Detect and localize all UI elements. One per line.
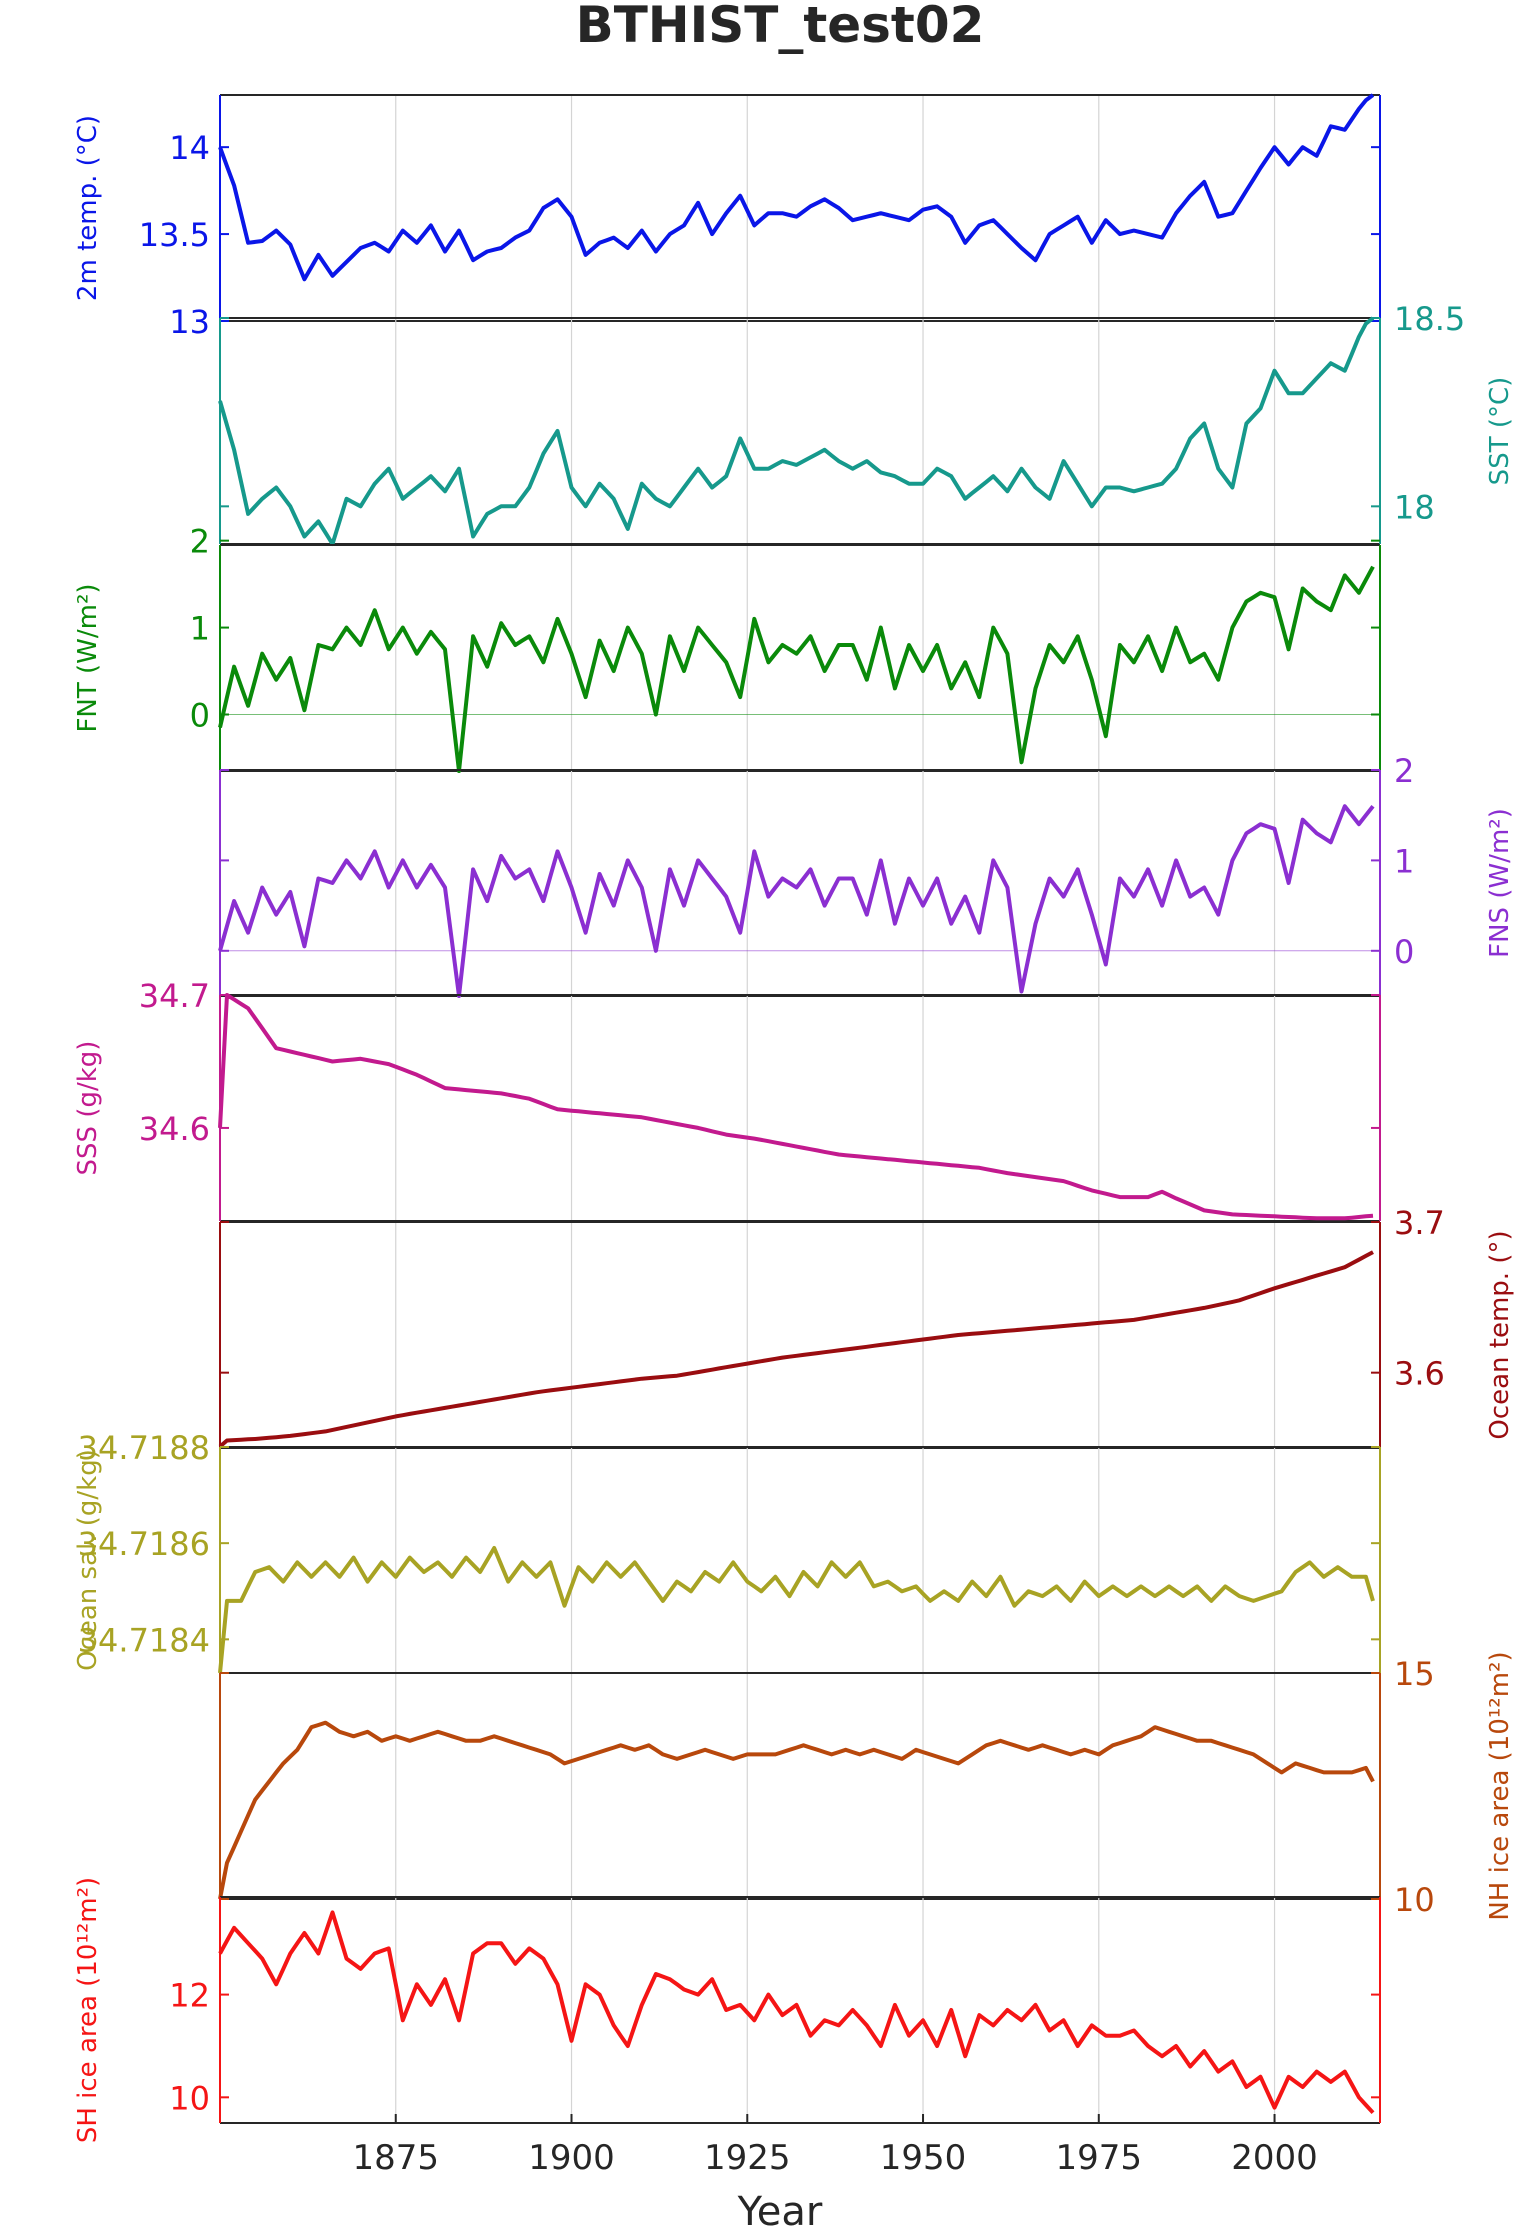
y-axis-label-ocean_sal: Ocean sal. (g/kg) [73,1449,103,1671]
panel-sss: 34.6 34.7 SSS (g/kg) [73,977,1381,1222]
panel-fns: 0 1 2 FNS (W/m²) [218,752,1515,998]
y-tick-label: 10 [169,2079,210,2117]
panel-fnt: 0 1 2 FNT (W/m²) [73,523,1381,773]
y-tick-label: 14 [169,129,210,167]
y-tick-label: 13.5 [139,216,210,254]
series-line-sss [218,993,1374,1221]
series-line-t2m [218,93,1375,282]
panel-t2m: 13 13.5 14 2m temp. (°C) [73,93,1381,341]
series-line-ocean_sal [218,1546,1375,1674]
y-tick-label: 12 [169,1977,210,2015]
y-tick-label: 34.7188 [78,1429,210,1467]
y-tick-label: 10 [1394,1881,1435,1919]
y-tick-label: 34.7184 [78,1621,210,1659]
y-tick-label: 1 [1394,842,1414,880]
figure-title: BTHIST_test02 [576,0,985,54]
series-line-sst [218,316,1375,546]
y-tick-label: 13 [169,303,210,341]
y-axis-label-sss: SSS (g/kg) [73,1041,103,1176]
x-tick-label: 1950 [880,2138,967,2178]
series-line-ocean_temp [218,1250,1374,1449]
series-line-fns [218,804,1375,998]
panel-ocean_temp: 3.6 3.7 Ocean temp. (°) [218,1204,1515,1449]
y-tick-label: 2 [190,523,210,561]
y-tick-label: 18 [1394,488,1435,526]
y-axis-label-sh_ice: SH ice area (10¹²m²) [73,1877,103,2143]
y-tick-label: 3.6 [1394,1355,1445,1393]
panel-sh_ice: 10 12 SH ice area (10¹²m²) [73,1877,1381,2143]
x-tick-label: 1875 [352,2138,439,2178]
y-tick-label: 34.6 [139,1110,210,1148]
x-axis: Year 1875 1900 1925 1950 1975 2000 [352,2114,1318,2231]
y-tick-label: 18.5 [1394,300,1465,338]
series-line-nh_ice [218,1720,1375,1900]
y-axis-label-fnt: FNT (W/m²) [73,583,103,732]
y-tick-label: 2 [1394,752,1414,790]
y-tick-label: 3.7 [1394,1204,1445,1242]
panel-sst: 18 18.5 SST (°C) [218,300,1515,546]
x-axis-label: Year [737,2189,823,2231]
y-axis-label-ocean_temp: Ocean temp. (°) [1485,1230,1515,1439]
y-tick-label: 0 [1394,933,1414,971]
y-axis-label-nh_ice: NH ice area (10¹²m²) [1485,1651,1515,1920]
series-line-sh_ice [218,1910,1375,2115]
y-axis-label-t2m: 2m temp. (°C) [73,115,103,301]
x-tick-label: 1975 [1056,2138,1143,2178]
y-tick-label: 34.7 [139,977,210,1015]
y-axis-label-sst: SST (°C) [1485,377,1515,486]
series-line-fnt [218,565,1375,773]
y-axis-label-fns: FNS (W/m²) [1485,808,1515,958]
x-tick-label: 2000 [1231,2138,1318,2178]
y-tick-label: 0 [190,697,210,735]
y-tick-label: 1 [190,610,210,648]
x-tick-label: 1925 [704,2138,791,2178]
panel-nh_ice: 10 15 NH ice area (10¹²m²) [218,1651,1515,1921]
x-tick-label: 1900 [528,2138,615,2178]
y-tick-label: 34.7186 [78,1525,210,1563]
y-tick-label: 15 [1394,1655,1435,1693]
